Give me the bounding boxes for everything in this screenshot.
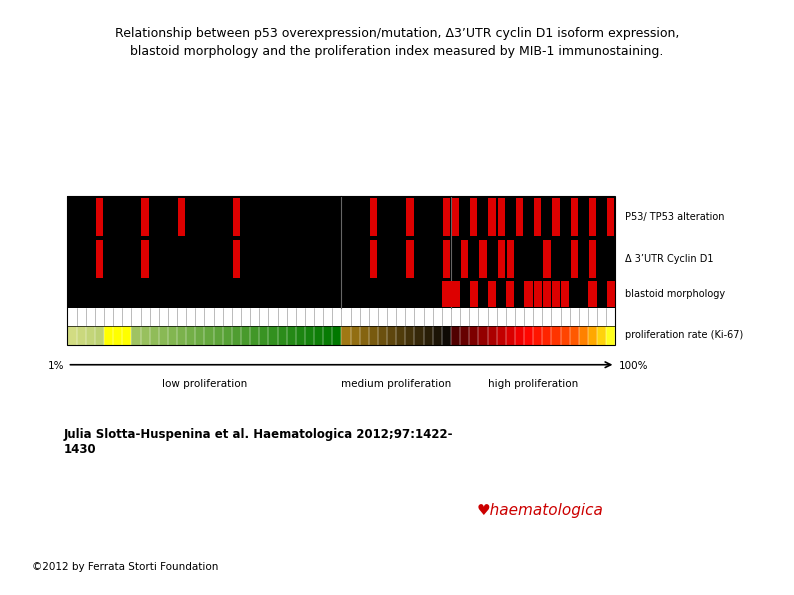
Text: ♥haematologica: ♥haematologica bbox=[476, 503, 603, 518]
Text: Relationship between p53 overexpression/mutation, Δ3’UTR cyclin D1 isoform expre: Relationship between p53 overexpression/… bbox=[115, 27, 679, 40]
Text: P53/ TP53 alteration: P53/ TP53 alteration bbox=[625, 212, 724, 222]
Text: medium proliferation: medium proliferation bbox=[341, 379, 451, 389]
Text: 100%: 100% bbox=[619, 361, 648, 371]
Text: high proliferation: high proliferation bbox=[488, 379, 578, 389]
Text: Julia Slotta-Huspenina et al. Haematologica 2012;97:1422-
1430: Julia Slotta-Huspenina et al. Haematolog… bbox=[64, 428, 453, 456]
Text: blastoid morphology and the proliferation index measured by MIB-1 immunostaining: blastoid morphology and the proliferatio… bbox=[130, 45, 664, 58]
Text: blastoid morphology: blastoid morphology bbox=[625, 289, 725, 299]
Text: proliferation rate (Ki-67): proliferation rate (Ki-67) bbox=[625, 330, 743, 340]
Text: Δ 3’UTR Cyclin D1: Δ 3’UTR Cyclin D1 bbox=[625, 254, 713, 264]
Text: 1%: 1% bbox=[48, 361, 64, 371]
Text: ©2012 by Ferrata Storti Foundation: ©2012 by Ferrata Storti Foundation bbox=[32, 562, 218, 572]
Text: low proliferation: low proliferation bbox=[162, 379, 247, 389]
